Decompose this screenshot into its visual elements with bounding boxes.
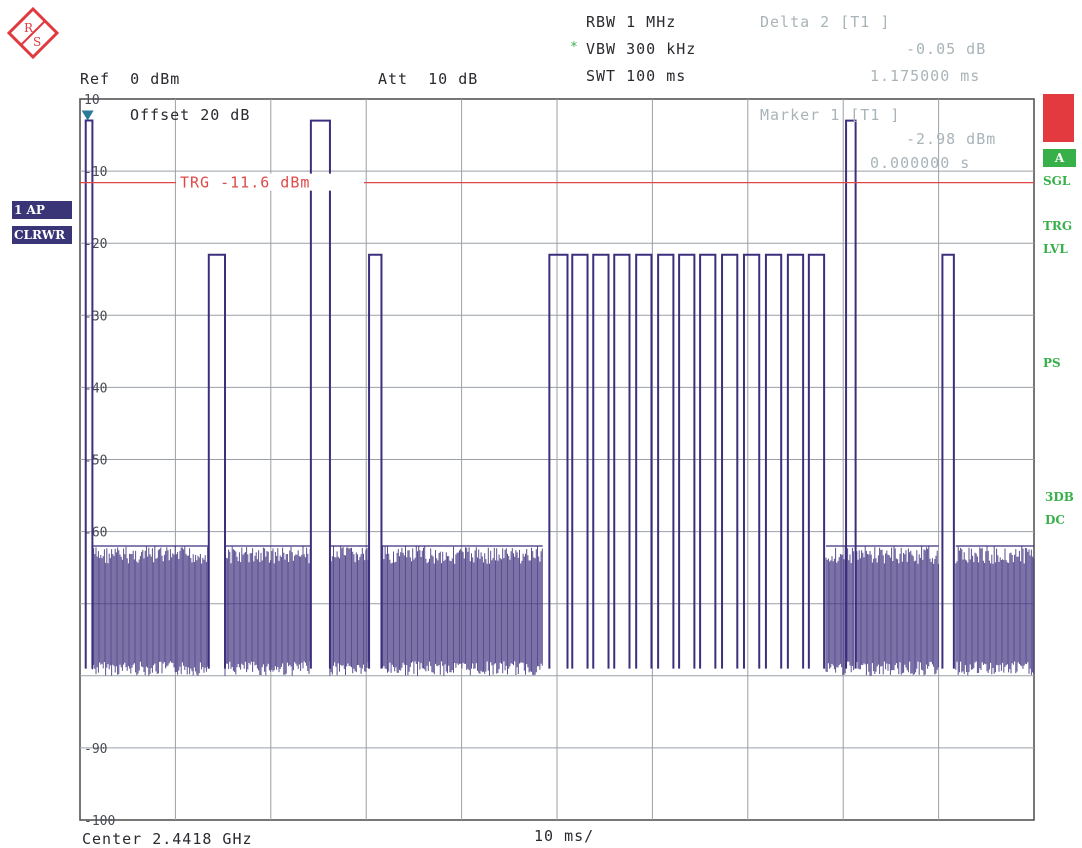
pulse-mark bbox=[207, 253, 227, 669]
y-tick-labels: 10 -10 -20 -30 -40 -50 -60 -90 -100 bbox=[84, 93, 115, 829]
pulse-mark bbox=[657, 253, 675, 669]
status-red-indicator bbox=[1043, 94, 1074, 142]
rohde-schwarz-logo: R S bbox=[6, 6, 60, 64]
delta-title: Delta 2 [T1 ] bbox=[760, 13, 891, 31]
pulse-mark bbox=[548, 253, 569, 669]
y-tick-label: -10 bbox=[84, 165, 107, 180]
marker1-time: 0.000000 s bbox=[870, 154, 970, 172]
y-tick-label: 10 bbox=[84, 93, 100, 108]
trace-a-indicator: A bbox=[1043, 149, 1076, 167]
pulse-mark bbox=[635, 253, 653, 669]
trace-mode-ap-badge: 1 AP bbox=[12, 201, 72, 219]
pulse-mark bbox=[941, 253, 955, 669]
delta-time: 1.175000 ms bbox=[870, 67, 981, 85]
noise-segment bbox=[224, 546, 311, 676]
pulse-mark bbox=[678, 253, 696, 669]
pulse-mark bbox=[742, 253, 761, 669]
level-indicator: LVL bbox=[1043, 242, 1068, 256]
marker1-title: Marker 1 [T1 ] bbox=[760, 106, 900, 124]
pulse-mark bbox=[309, 119, 331, 669]
noise-segment bbox=[329, 546, 369, 676]
y-tick-label: -90 bbox=[84, 742, 107, 757]
pulse-mark bbox=[845, 119, 857, 669]
3db-indicator: 3DB bbox=[1045, 490, 1074, 504]
y-tick-label: -40 bbox=[84, 381, 107, 396]
vbw-star: * bbox=[570, 40, 579, 55]
time-per-division-label: 10 ms/ bbox=[534, 827, 595, 845]
y-tick-label: -50 bbox=[84, 454, 107, 469]
y-tick-label: -20 bbox=[84, 237, 107, 252]
noise-segment bbox=[955, 546, 1035, 676]
pulse-trace bbox=[84, 119, 955, 669]
trigger-indicator: TRG bbox=[1043, 219, 1073, 233]
offset-label: Offset 20 dB bbox=[130, 106, 250, 124]
noise-segment bbox=[825, 546, 855, 675]
y-tick-label: -30 bbox=[84, 309, 107, 324]
preselector-indicator: PS bbox=[1043, 356, 1061, 370]
noise-segment bbox=[855, 546, 939, 676]
pulse-mark bbox=[764, 253, 783, 669]
rbw-label: RBW 1 MHz bbox=[586, 13, 677, 31]
pulse-mark bbox=[368, 253, 383, 669]
marker-1-triangle bbox=[81, 110, 94, 121]
trigger-label-background bbox=[176, 173, 364, 191]
pulse-mark bbox=[613, 253, 631, 669]
pulse-mark bbox=[786, 253, 805, 669]
delta-level: -0.05 dB bbox=[906, 40, 987, 58]
marker1-level: -2.98 dBm bbox=[906, 130, 996, 148]
noise-floor-trace bbox=[91, 545, 1035, 676]
logo-letter-s: S bbox=[33, 35, 41, 49]
noise-segment bbox=[381, 546, 543, 676]
pulse-mark bbox=[721, 253, 739, 669]
att-label: Att 10 dB bbox=[378, 70, 479, 88]
dc-coupling-indicator: DC bbox=[1045, 513, 1065, 527]
pulse-mark bbox=[592, 253, 610, 669]
center-frequency-label: Center 2.4418 GHz bbox=[82, 830, 253, 848]
logo-letter-r: R bbox=[24, 21, 34, 35]
plot-grid bbox=[79, 98, 1035, 821]
ref-label: Ref 0 dBm bbox=[80, 70, 181, 88]
vbw-label: VBW 300 kHz bbox=[586, 40, 697, 58]
pulse-mark bbox=[84, 119, 94, 669]
trace-mode-clrwr-badge: CLRWR bbox=[12, 226, 72, 244]
y-tick-label: -60 bbox=[84, 526, 107, 541]
pulse-mark bbox=[807, 253, 826, 669]
pulse-mark bbox=[571, 253, 589, 669]
swt-label: SWT 100 ms bbox=[586, 67, 687, 85]
trigger-level-label: TRG -11.6 dBm bbox=[180, 174, 310, 192]
y-tick-label: -100 bbox=[84, 814, 115, 829]
noise-segment bbox=[91, 546, 209, 676]
pulse-mark bbox=[699, 253, 717, 669]
single-sweep-indicator: SGL bbox=[1043, 174, 1071, 188]
